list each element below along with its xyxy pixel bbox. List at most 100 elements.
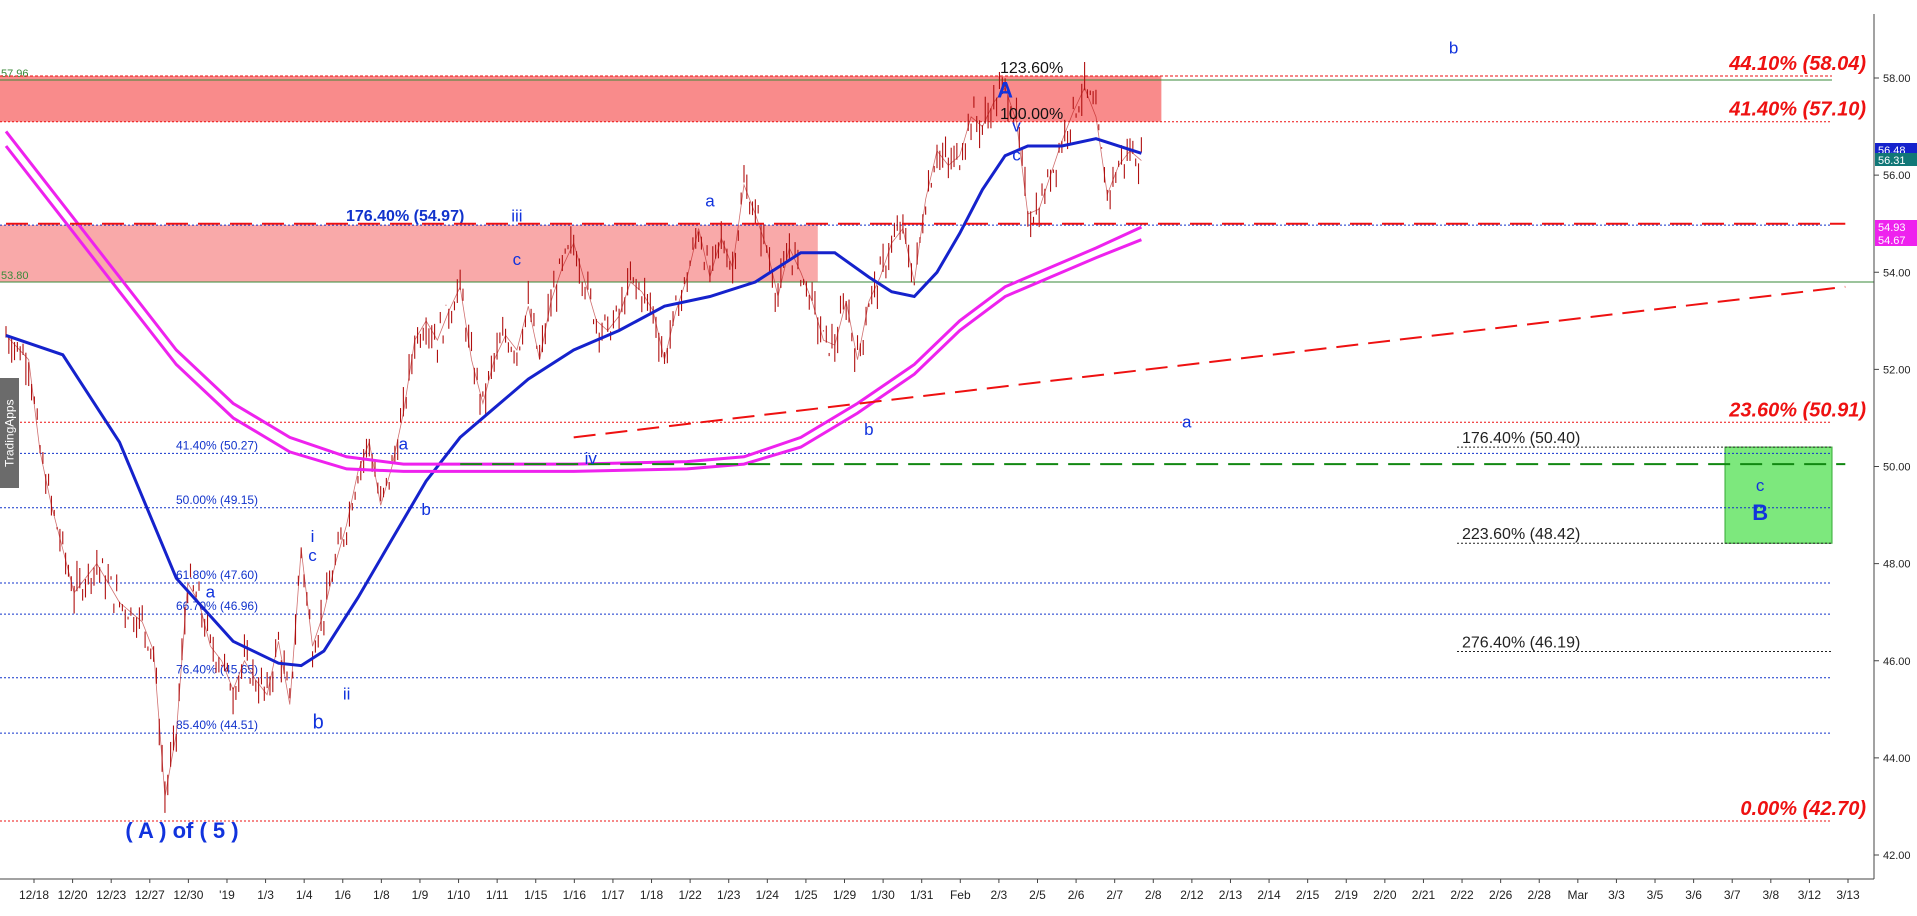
level-label-3: 176.40% (54.97) xyxy=(346,208,464,225)
x-tick-label-12: 1/11 xyxy=(486,888,509,902)
y-tick-label-7: 44.00 xyxy=(1883,753,1911,765)
x-tick-label-0: 12/18 xyxy=(19,888,49,902)
x-tick-label-36: 2/21 xyxy=(1412,888,1436,902)
x-tick-label-17: 1/22 xyxy=(678,888,702,902)
x-tick-label-6: 1/3 xyxy=(257,888,274,902)
x-tick-label-29: 2/8 xyxy=(1145,888,1162,902)
x-tick-label-37: 2/22 xyxy=(1450,888,1474,902)
x-tick-label-25: 2/3 xyxy=(991,888,1008,902)
resistance-zone-top xyxy=(0,76,1162,122)
level-label-10: 61.80% (47.60) xyxy=(176,568,258,582)
x-tick-label-2: 12/23 xyxy=(96,888,126,902)
level-label-6: 176.40% (50.40) xyxy=(1462,430,1580,447)
x-tick-label-8: 1/6 xyxy=(334,888,351,902)
moving-average-1 xyxy=(4,130,1143,466)
moving-averages-layer xyxy=(4,130,1143,668)
y-tick-label-8: 42.00 xyxy=(1883,850,1911,862)
wave-label-16: a xyxy=(1182,413,1192,432)
x-tick-label-13: 1/15 xyxy=(524,888,548,902)
moving-average-2 xyxy=(4,145,1142,473)
price-badge-label-1: 56.31 xyxy=(1878,155,1906,167)
level-label-0: 57.96 xyxy=(1,68,29,80)
wave-label-5: a xyxy=(206,583,216,602)
resistance-zone-mid xyxy=(0,225,818,282)
x-tick-label-16: 1/18 xyxy=(640,888,664,902)
price-badge-3 xyxy=(1875,233,1917,246)
price-badge-2 xyxy=(1875,220,1917,233)
y-tick-label-1: 56.00 xyxy=(1883,170,1911,182)
price-layer xyxy=(5,62,1142,813)
price-line xyxy=(5,86,1142,797)
level-label-12: 276.40% (46.19) xyxy=(1462,635,1580,652)
wave-label-3: i xyxy=(311,527,315,546)
x-tick-label-40: Mar xyxy=(1567,888,1588,902)
wave-label-7: a xyxy=(399,435,409,454)
x-tick-label-5: '19 xyxy=(219,888,235,902)
labels-layer: 123.60%100.00%( A ) of ( 5 )biiicabaiiic… xyxy=(125,39,1768,843)
x-tick-label-34: 2/19 xyxy=(1335,888,1359,902)
level-label-1: 44.10% (58.04) xyxy=(1728,53,1866,75)
level-label-11: 66.70% (46.96) xyxy=(176,599,258,613)
x-tick-label-26: 2/5 xyxy=(1029,888,1046,902)
x-tick-label-14: 1/16 xyxy=(563,888,587,902)
wave-label-6: b xyxy=(421,500,430,519)
level-label-14: 85.40% (44.51) xyxy=(176,718,258,732)
wave-label-12: b xyxy=(864,420,873,439)
zones-layer xyxy=(0,76,1833,544)
wave-label-8: iii xyxy=(511,206,522,225)
levels-layer: 57.96 44.10% (58.04) 41.40% (57.10) 176.40%… xyxy=(0,53,1874,822)
target-zone xyxy=(1724,446,1833,544)
x-tick-label-31: 2/13 xyxy=(1219,888,1243,902)
y-tick-label-4: 50.00 xyxy=(1883,462,1911,474)
wave-label-4: c xyxy=(308,546,317,565)
tradingapps-watermark[interactable]: TradingApps xyxy=(0,378,19,488)
x-tick-label-43: 3/6 xyxy=(1685,888,1702,902)
wave-label-10: iv xyxy=(585,449,598,468)
x-tick-label-1: 12/20 xyxy=(58,888,88,902)
price-badge-label-3: 54.67 xyxy=(1878,235,1906,247)
level-label-9: 223.60% (48.42) xyxy=(1462,526,1580,543)
x-tick-label-24: Feb xyxy=(950,888,971,902)
x-tick-label-39: 2/28 xyxy=(1528,888,1552,902)
wave-label-15: c xyxy=(1012,146,1021,165)
y-tick-label-3: 52.00 xyxy=(1883,364,1911,376)
rising-dashed-trendline xyxy=(573,285,1846,439)
level-label-7: 41.40% (50.27) xyxy=(176,438,258,452)
price-badge-1 xyxy=(1875,153,1917,166)
trendlines-layer xyxy=(6,222,1846,466)
level-label-8: 50.00% (49.15) xyxy=(176,493,258,507)
wave-label-1: b xyxy=(313,712,324,734)
y-tick-label-6: 46.00 xyxy=(1883,656,1911,668)
x-tick-label-22: 1/30 xyxy=(871,888,895,902)
axes-layer: 58.00 56.00 54.00 52.00 50.00 48.00 46.00 44.00… xyxy=(0,14,1917,902)
x-tick-label-21: 1/29 xyxy=(833,888,857,902)
y-tick-label-2: 54.00 xyxy=(1883,267,1911,279)
wave-label-2: ii xyxy=(343,685,351,704)
price-badge-label-2: 54.93 xyxy=(1878,222,1906,234)
x-tick-label-28: 2/7 xyxy=(1106,888,1123,902)
y-tick-label-5: 48.00 xyxy=(1883,559,1911,571)
wave-label-18: c xyxy=(1756,476,1765,495)
x-tick-label-9: 1/8 xyxy=(373,888,390,902)
x-tick-label-42: 3/5 xyxy=(1647,888,1664,902)
x-tick-label-7: 1/4 xyxy=(296,888,313,902)
x-tick-label-11: 1/10 xyxy=(447,888,471,902)
fib-top-label-1: 100.00% xyxy=(1000,106,1063,123)
x-tick-label-44: 3/7 xyxy=(1724,888,1741,902)
x-tick-label-20: 1/25 xyxy=(794,888,818,902)
moving-average-0 xyxy=(5,137,1142,668)
price-badge-0 xyxy=(1875,143,1917,156)
x-tick-label-38: 2/26 xyxy=(1489,888,1513,902)
x-tick-label-33: 2/15 xyxy=(1296,888,1320,902)
wave-label-17: b xyxy=(1449,39,1458,58)
x-tick-label-41: 3/3 xyxy=(1608,888,1625,902)
wave-label-13: A xyxy=(997,77,1013,102)
x-tick-label-23: 1/31 xyxy=(910,888,934,902)
y-tick-label-0: 58.00 xyxy=(1883,73,1911,85)
x-tick-label-15: 1/17 xyxy=(601,888,625,902)
x-tick-label-4: 12/30 xyxy=(173,888,203,902)
level-label-15: 0.00% (42.70) xyxy=(1740,798,1866,820)
